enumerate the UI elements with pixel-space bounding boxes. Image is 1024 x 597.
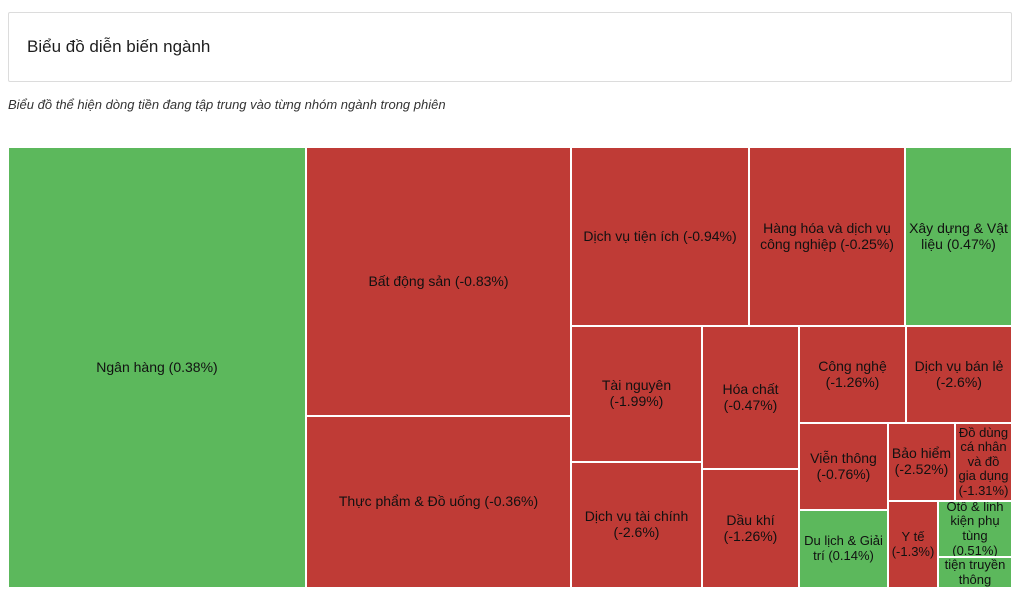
treemap-tile[interactable]: Bảo hiểm (-2.52%) (888, 423, 955, 501)
treemap-tile[interactable]: Dịch vụ tiện ích (-0.94%) (571, 147, 749, 326)
sector-treemap: Ngân hàng (0.38%) Bất động sản (-0.83%) Th… (8, 147, 1012, 588)
treemap-tile[interactable]: Tài nguyên (-1.99%) (571, 326, 702, 462)
treemap-tile[interactable]: Dịch vụ bán lẻ (-2.6%) (906, 326, 1012, 423)
treemap-tile-label: Otô & linh kiện phụ tùng (0.51%) (946, 501, 1004, 557)
treemap-tile-label: Dầu khí (-1.26%) (723, 511, 778, 544)
treemap-tile-label: Thực phẩm & Đồ uống (-0.36%) (338, 493, 539, 510)
treemap-tile[interactable]: Dịch vụ tài chính (-2.6%) (571, 462, 702, 588)
chart-title: Biểu đồ diễn biến ngành (27, 37, 211, 56)
treemap-tile-label: Dịch vụ tài chính (-2.6%) (584, 508, 689, 540)
treemap-tile[interactable]: Otô & linh kiện phụ tùng (0.51%) (938, 501, 1012, 557)
treemap-tile-label: Tài nguyên (-1.99%) (601, 377, 672, 409)
treemap-tile-label: Công nghệ (-1.26%) (818, 357, 887, 390)
chart-subtitle: Biểu đồ thể hiện dòng tiền đang tập trun… (8, 97, 446, 112)
treemap-tile-label: Bất động sản (-0.83%) (368, 272, 509, 289)
treemap-tile[interactable]: Công nghệ (-1.26%) (799, 326, 906, 423)
treemap-tile[interactable]: Đồ dùng cá nhân và đồ gia dụng (-1.31%) (955, 423, 1012, 501)
treemap-tile-label: Y tế (-1.3%) (891, 528, 935, 559)
treemap-tile[interactable]: Viễn thông (-0.76%) (799, 423, 888, 510)
treemap-tile[interactable]: Bất động sản (-0.83%) (306, 147, 571, 416)
treemap-tile-label: Viễn thông (-0.76%) (810, 449, 877, 482)
treemap-tile-label: Hóa chất (-0.47%) (722, 380, 779, 413)
treemap-tile-label: Xây dựng & Vật liệu (0.47%) (909, 219, 1008, 252)
treemap-tile[interactable]: Hàng hóa và dịch vụ công nghiệp (-0.25%) (749, 147, 905, 326)
treemap-tile[interactable]: Xây dựng & Vật liệu (0.47%) (905, 147, 1012, 326)
treemap-tile-label: Dịch vụ tiện ích (-0.94%) (583, 227, 737, 244)
treemap-tile-label: Dịch vụ bán lẻ (-2.6%) (914, 357, 1004, 390)
treemap-tile-label: Hàng hóa và dịch vụ công nghiệp (-0.25%) (760, 219, 894, 252)
treemap-tile-label: Đồ dùng cá nhân và đồ gia dụng (-1.31%) (958, 424, 1009, 498)
treemap-tile-label: Bảo hiểm (-2.52%) (891, 445, 952, 477)
treemap-tile[interactable]: tiện truyền thông (938, 557, 1012, 588)
treemap-tile[interactable]: Thực phẩm & Đồ uống (-0.36%) (306, 416, 571, 588)
treemap-tile-label: tiện truyền thông (944, 557, 1006, 587)
treemap-tile-label: Ngân hàng (0.38%) (96, 358, 218, 375)
treemap-tile-label: Du lịch & Giải trí (0.14%) (804, 533, 883, 563)
treemap-tile[interactable]: Y tế (-1.3%) (888, 501, 938, 588)
treemap-tile[interactable]: Hóa chất (-0.47%) (702, 326, 799, 469)
chart-title-box: Biểu đồ diễn biến ngành (8, 12, 1012, 82)
treemap-tile[interactable]: Du lịch & Giải trí (0.14%) (799, 510, 888, 588)
treemap-tile[interactable]: Ngân hàng (0.38%) (8, 147, 306, 588)
treemap-tile[interactable]: Dầu khí (-1.26%) (702, 469, 799, 588)
